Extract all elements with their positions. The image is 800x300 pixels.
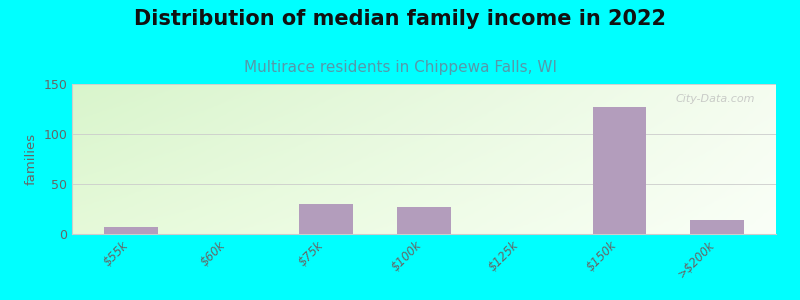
Y-axis label: families: families [25,133,38,185]
Bar [593,107,646,234]
Bar [397,207,451,234]
Text: City-Data.com: City-Data.com [675,94,755,104]
Bar [104,227,158,234]
Bar [690,220,744,234]
Text: Multirace residents in Chippewa Falls, WI: Multirace residents in Chippewa Falls, W… [243,60,557,75]
Text: Distribution of median family income in 2022: Distribution of median family income in … [134,9,666,29]
Bar [299,204,353,234]
